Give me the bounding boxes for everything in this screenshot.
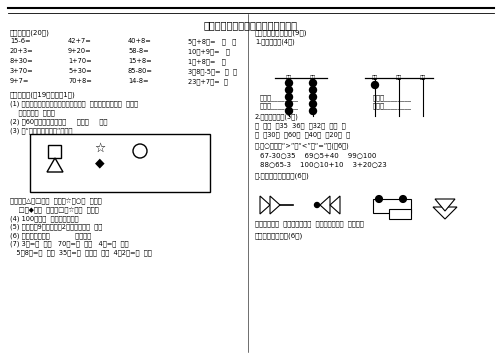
Text: 70+8=: 70+8=	[68, 78, 92, 84]
Text: 写作：________: 写作：________	[372, 94, 411, 101]
Text: 3元8角-5角=  元  角: 3元8角-5角= 元 角	[188, 68, 236, 75]
Circle shape	[375, 195, 382, 202]
Circle shape	[371, 81, 378, 88]
Text: 个位: 个位	[419, 75, 425, 80]
Polygon shape	[270, 196, 280, 214]
Text: 67-30○35    69○5+40    99○100: 67-30○35 69○5+40 99○100	[260, 152, 376, 158]
Circle shape	[133, 144, 147, 158]
Text: （  ）（  ）35  36（  ）32（  ）（  ）: （ ）（ ）35 36（ ）32（ ）（ ）	[255, 122, 345, 129]
Polygon shape	[319, 196, 329, 214]
Text: 10元+9元=   元: 10元+9元= 元	[188, 48, 229, 55]
Text: 第三位是（  ）位。: 第三位是（ ）位。	[10, 109, 55, 116]
Polygon shape	[432, 207, 456, 219]
Text: 1.看图填数。(4分): 1.看图填数。(4分)	[255, 38, 294, 45]
Text: 14-8=: 14-8=	[128, 78, 148, 84]
Text: (1) 一个数位图从右边数起，第一位是（  ）位，第二位是（  ）位，: (1) 一个数位图从右边数起，第一位是（ ）位，第二位是（ ）位，	[10, 100, 138, 107]
Text: 十位: 十位	[285, 75, 292, 80]
Text: 读作：________: 读作：________	[372, 102, 411, 109]
Bar	[388, 209, 410, 219]
Text: 十位: 十位	[395, 75, 401, 80]
Bar	[372, 199, 410, 213]
Text: 写作：________: 写作：________	[260, 94, 299, 101]
Text: (2) 和60相邻的两个数是（     ）和（     ）。: (2) 和60相邻的两个数是（ ）和（ ）。	[10, 118, 107, 125]
Text: 15+8=: 15+8=	[128, 58, 151, 64]
Text: 2.按顺序填数。(5分): 2.按顺序填数。(5分)	[255, 113, 298, 120]
Text: ◆: ◆	[95, 156, 105, 170]
Text: 上图中，△在□的（  ）边；☆在○（  ）边；: 上图中，△在□的（ ）边；☆在○（ ）边；	[10, 198, 101, 205]
Text: 1元+8角=   角: 1元+8角= 角	[188, 58, 225, 65]
Polygon shape	[329, 196, 339, 214]
Polygon shape	[260, 196, 270, 214]
Text: 四.在○里填上“>”、“<”或“=”。(兲6分): 四.在○里填上“>”、“<”或“=”。(兲6分)	[255, 142, 349, 149]
Circle shape	[285, 108, 292, 114]
Text: 8+30=: 8+30=	[10, 58, 34, 64]
Circle shape	[309, 86, 316, 93]
Text: (6) 元、角、分是（            ）单位。: (6) 元、角、分是（ ）单位。	[10, 232, 91, 239]
Circle shape	[309, 93, 316, 101]
Text: ☆: ☆	[94, 142, 105, 154]
Polygon shape	[434, 199, 454, 211]
Text: 5元8角=（  ）角  35角=（  ）元（  ）角  4元2角=（  ）角: 5元8角=（ ）角 35角=（ ）元（ ）角 4元2角=（ ）角	[10, 249, 151, 256]
Bar	[48, 145, 61, 158]
Bar	[30, 134, 209, 192]
Circle shape	[309, 108, 316, 114]
Text: 3+70=: 3+70=	[10, 68, 34, 74]
Text: 百位: 百位	[371, 75, 377, 80]
Circle shape	[399, 195, 406, 202]
Text: 读作：________: 读作：________	[260, 102, 299, 109]
Text: (7) 3元=（  ）角   70角=（  ）元   4角=（  ）分: (7) 3元=（ ）角 70角=（ ）元 4角=（ ）分	[10, 240, 128, 247]
Text: 大虹小学一年级数学下册期中测试题: 大虹小学一年级数学下册期中测试题	[203, 20, 298, 30]
Text: □在◆的（  ）边；□在☆的（  ）边。: □在◆的（ ）边；□在☆的（ ）边。	[10, 206, 98, 213]
Text: (4) 100是由（  ）个十组成的。: (4) 100是由（ ）个十组成的。	[10, 215, 78, 222]
Text: 上面一共有（  ）个三角形，（  ）个长方形，（  ）个圆。: 上面一共有（ ）个三角形，（ ）个长方形，（ ）个圆。	[255, 220, 363, 227]
Text: 六、看图列算式。(6分): 六、看图列算式。(6分)	[255, 232, 303, 239]
Circle shape	[285, 86, 292, 93]
Text: (3) 用“上、下、左、右”填空。: (3) 用“上、下、左、右”填空。	[10, 127, 72, 133]
Text: 40+8=: 40+8=	[128, 38, 151, 44]
Polygon shape	[47, 158, 63, 172]
Text: 58-8=: 58-8=	[128, 48, 148, 54]
Circle shape	[309, 101, 316, 108]
Text: 三、按要求填一填。(9分): 三、按要求填一填。(9分)	[255, 29, 307, 36]
Text: (5) 个位上是9，十位上是2，这个数是（  ）。: (5) 个位上是9，十位上是2，这个数是（ ）。	[10, 223, 102, 230]
Text: 五.数一数，填一填。(6分): 五.数一数，填一填。(6分)	[255, 172, 309, 179]
Text: 1+70=: 1+70=	[68, 58, 92, 64]
Text: 15-6=: 15-6=	[10, 38, 31, 44]
Circle shape	[285, 80, 292, 86]
Circle shape	[285, 101, 292, 108]
Circle shape	[314, 202, 319, 207]
Text: 9+7=: 9+7=	[10, 78, 30, 84]
Text: 5角+8角=   元   角: 5角+8角= 元 角	[188, 38, 236, 45]
Circle shape	[285, 93, 292, 101]
Text: 42+7=: 42+7=	[68, 38, 92, 44]
Text: 个位: 个位	[309, 75, 316, 80]
Text: 23角+7角=  元: 23角+7角= 元	[188, 78, 227, 85]
Text: 二、填空。(入19分，每空1分): 二、填空。(入19分，每空1分)	[10, 91, 76, 98]
Text: 20+3=: 20+3=	[10, 48, 34, 54]
Text: 88○65-3    100○10+10    3+20○23: 88○65-3 100○10+10 3+20○23	[260, 161, 386, 167]
Text: （  ）30（  ）60（  ）40（  ）20（  ）: （ ）30（ ）60（ ）40（ ）20（ ）	[255, 131, 349, 138]
Text: 9+20=: 9+20=	[68, 48, 92, 54]
Text: 一、口算。(20分): 一、口算。(20分)	[10, 29, 50, 36]
Text: 85-80=: 85-80=	[128, 68, 153, 74]
Circle shape	[309, 80, 316, 86]
Text: 5+30=: 5+30=	[68, 68, 92, 74]
